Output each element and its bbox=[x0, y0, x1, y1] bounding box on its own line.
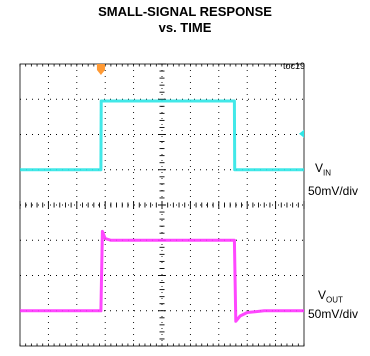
trigger-level-marker bbox=[299, 129, 304, 138]
vin-label: VIN bbox=[315, 161, 331, 180]
trace-vout bbox=[20, 229, 304, 323]
vout-label-name: V bbox=[318, 288, 327, 302]
chart-title: SMALL-SIGNAL RESPONSE vs. TIME bbox=[0, 4, 370, 36]
trigger-marker bbox=[96, 64, 105, 75]
vout-label-sub: OUT bbox=[326, 295, 343, 305]
trigger-markers bbox=[96, 64, 304, 138]
figure-id-label: toc19 bbox=[283, 61, 306, 71]
vin-scale-label: 50mV/div bbox=[308, 184, 359, 198]
vin-label-name: V bbox=[315, 161, 324, 175]
scope-traces bbox=[20, 99, 304, 323]
vout-scale-label: 50mV/div bbox=[308, 307, 359, 321]
trigger-marker-head bbox=[96, 64, 105, 70]
chart-title-line1: SMALL-SIGNAL RESPONSE bbox=[98, 4, 272, 19]
trace-vin bbox=[20, 99, 304, 172]
trigger-marker-tip bbox=[96, 70, 105, 75]
scope-grid bbox=[19, 63, 305, 347]
vout-label: VOUT bbox=[318, 288, 343, 307]
vin-label-sub: IN bbox=[323, 168, 332, 178]
chart-title-line2: vs. TIME bbox=[158, 20, 212, 35]
